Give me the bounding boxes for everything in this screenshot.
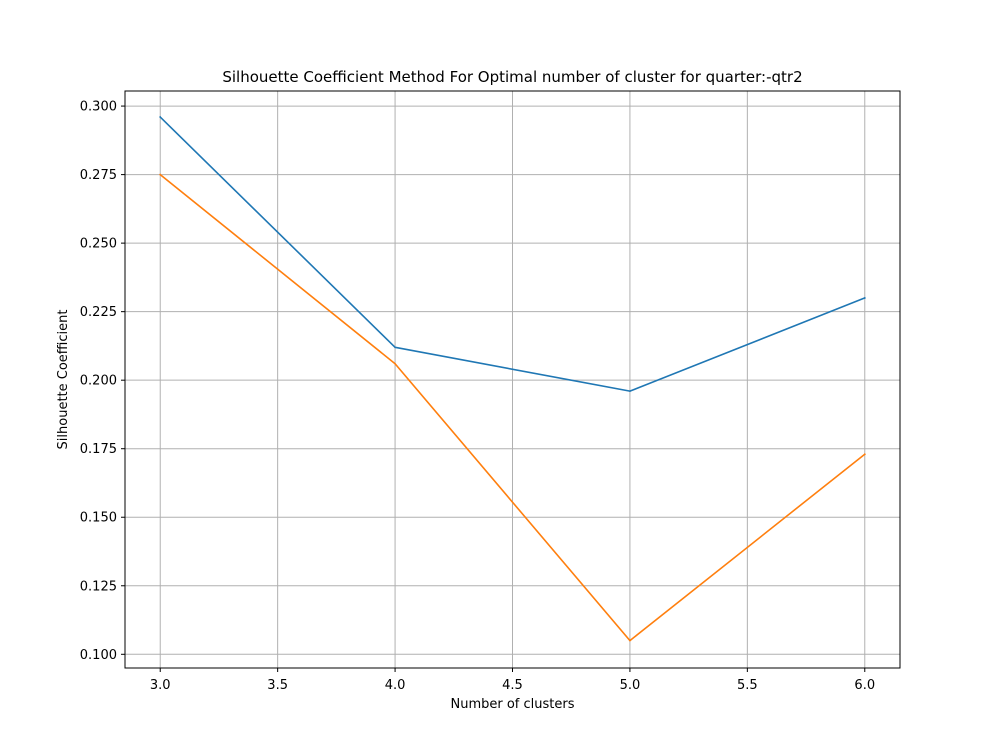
series-1-point [159, 116, 162, 118]
y-tick-label: 0.150 [80, 511, 117, 526]
series-1-point [394, 346, 396, 349]
y-tick-label: 0.225 [80, 305, 117, 320]
x-axis-label: Number of clusters [450, 697, 574, 712]
x-tick-label: 3.0 [150, 678, 171, 693]
chart-title: Silhouette Coefficient Method For Optima… [222, 68, 802, 86]
y-tick-label: 0.300 [80, 100, 117, 115]
series-2-point [159, 173, 162, 176]
series-1-point [629, 390, 631, 392]
series-1-line [159, 115, 866, 392]
series-2-point [629, 639, 631, 642]
grid-layer [125, 91, 900, 668]
x-tick-label: 3.5 [267, 678, 288, 693]
series-layer [159, 115, 866, 642]
y-tick-label: 0.125 [80, 579, 117, 594]
tick-layer: 3.0 3.5 4.0 4.5 5.0 5.5 6.0 0.100 0.125 0.150 0.17… [80, 100, 875, 693]
x-tick-label: 6.0 [854, 678, 875, 693]
y-tick-label: 0.100 [80, 648, 117, 663]
y-axis-label: Silhouette Coefficient [56, 310, 71, 450]
x-tick-label: 4.5 [502, 678, 523, 693]
y-tick-label: 0.275 [80, 168, 117, 183]
series-1-point [863, 297, 866, 299]
series-2-point [394, 362, 396, 365]
y-tick-label: 0.200 [80, 374, 117, 389]
series-2-point [863, 453, 866, 455]
x-tick-label: 5.0 [620, 678, 641, 693]
series-2-line [159, 173, 866, 642]
y-tick-label: 0.175 [80, 442, 117, 457]
x-tick-label: 4.0 [385, 678, 406, 693]
y-tick-label: 0.250 [80, 237, 117, 252]
x-tick-label: 5.5 [737, 678, 758, 693]
